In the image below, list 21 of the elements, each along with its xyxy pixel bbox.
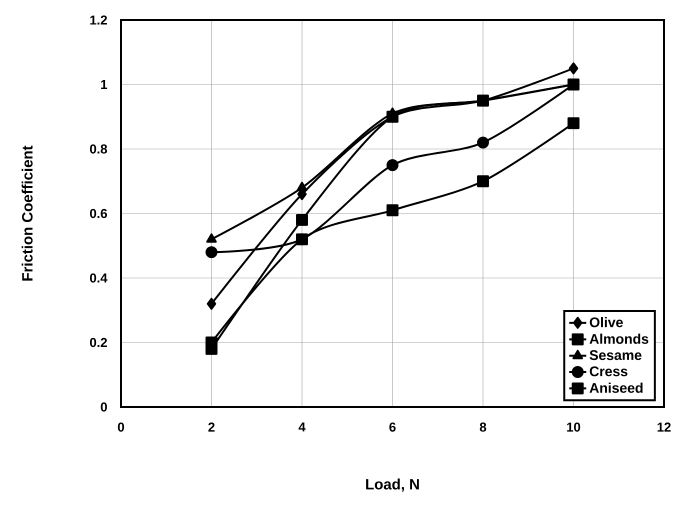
y-tick-label: 1.2	[90, 15, 107, 25]
x-tick-label: 8	[480, 422, 486, 432]
x-tick-label: 10	[567, 422, 580, 432]
x-axis-title: Load, N	[366, 478, 419, 492]
legend-label: Aniseed	[590, 382, 643, 393]
y-axis-title: Friction Coefficient	[22, 146, 33, 281]
y-tick-label: 0	[100, 402, 107, 412]
y-tick-label: 0.4	[90, 273, 108, 283]
legend-label: Almonds	[590, 334, 648, 344]
y-tick-label: 1	[101, 80, 108, 89]
x-tick-label: 6	[389, 422, 396, 432]
x-tick-label: 12	[658, 422, 671, 432]
y-tick-label: 0.2	[90, 338, 107, 348]
x-tick-label: 0	[118, 422, 124, 432]
x-tick-label: 4	[298, 422, 306, 432]
y-tick-label: 0.8	[90, 144, 108, 154]
x-tick-label: 2	[208, 422, 215, 432]
y-tick-label: 0.6	[90, 208, 108, 218]
legend-label: Cress	[590, 366, 628, 376]
legend-label: Olive	[590, 317, 623, 328]
legend-label: Sesame	[590, 350, 642, 360]
